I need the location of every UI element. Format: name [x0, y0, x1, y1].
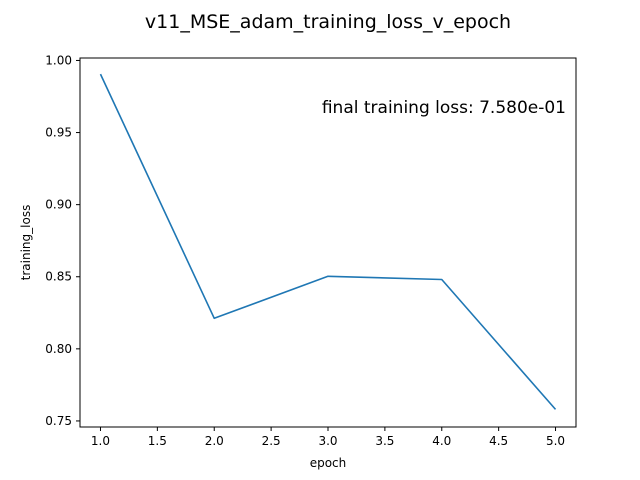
y-axis-label: training_loss [19, 205, 33, 281]
x-axis-ticks: 1.0 1.5 2.0 2.5 3.0 3.5 4.0 4.5 5.0 [91, 427, 565, 448]
y-tick-label: 0.80 [45, 342, 72, 356]
x-tick-label: 3.5 [375, 434, 394, 448]
plot-area-frame [79, 57, 577, 428]
x-tick-label: 2.5 [262, 434, 281, 448]
x-tick-label: 4.5 [489, 434, 508, 448]
x-tick-label: 1.0 [91, 434, 110, 448]
x-axis-label: epoch [310, 456, 347, 470]
final-loss-annotation: final training loss: 7.580e-01 [322, 98, 566, 118]
y-tick-label: 0.95 [45, 126, 72, 140]
x-tick-label: 1.5 [148, 434, 167, 448]
y-tick-label: 0.90 [45, 198, 72, 212]
x-tick-label: 3.0 [318, 434, 337, 448]
y-axis-ticks: 0.75 0.80 0.85 0.90 0.95 1.00 [45, 53, 80, 428]
plot-lines [99, 73, 557, 410]
x-tick-label: 5.0 [546, 434, 565, 448]
training-loss-line [99, 73, 557, 410]
x-tick-label: 4.0 [432, 434, 451, 448]
y-tick-label: 0.85 [45, 270, 72, 284]
x-tick-label: 2.0 [205, 434, 224, 448]
y-tick-label: 1.00 [45, 53, 72, 67]
y-tick-label: 0.75 [45, 414, 72, 428]
chart-title: v11_MSE_adam_training_loss_v_epoch [145, 11, 511, 33]
